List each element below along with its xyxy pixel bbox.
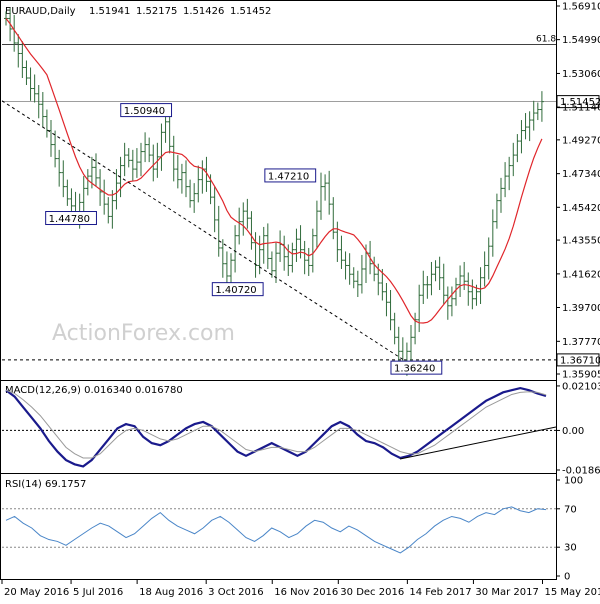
price-y-tick-label: 1.47340	[562, 169, 600, 180]
rsi-y-tick-label: 30	[564, 543, 577, 554]
price-y-tick-label: 1.45420	[562, 203, 600, 214]
price-label-box	[120, 103, 173, 118]
price-label: 1.44780	[49, 214, 90, 225]
price-y-tick-label: 1.56910	[562, 2, 600, 13]
x-axis: 20 May 2016 5 Jul 2016 18 Aug 2016 3 Oct 20…	[1, 579, 600, 598]
rsi-title: RSI(14) 69.1757	[5, 479, 86, 490]
rsi-y-tick-label: 70	[564, 504, 577, 515]
chart-header-symbol: EURAUD,Daily	[5, 6, 76, 17]
chart-header-low: 1.51426	[183, 6, 224, 17]
x-tick-label: 3 Oct 2016	[208, 587, 263, 598]
x-tick-label: 15 May 2017	[544, 587, 600, 598]
trendline	[1, 100, 417, 369]
price-y-tick-label: 1.49270	[562, 135, 600, 146]
rsi-panel-frame	[0, 473, 557, 580]
price-label: 1.50940	[124, 106, 165, 117]
rsi-y-tick-label: 0	[564, 572, 570, 583]
x-tick-label: 5 Jul 2016	[73, 587, 123, 598]
price-y-tick-label: 1.43550	[562, 236, 600, 247]
price-y-tick-label: 1.41620	[562, 269, 600, 280]
chart-header-close: 1.51452	[230, 6, 271, 17]
x-tick-label: 30 Dec 2016	[340, 587, 404, 598]
price-y-tick-label: 1.35905	[562, 370, 600, 381]
macd-title: MACD(12,26,9) 0.016340 0.016780	[5, 385, 183, 396]
watermark: ActionForex.com	[52, 321, 235, 346]
macd-y-tick-label: -0.018699	[562, 465, 600, 476]
macd-layer: 0.021032 0.00 -0.018699	[2, 381, 600, 476]
price-label-box	[390, 360, 443, 375]
moving-average	[5, 18, 543, 324]
price-y-tick-label: 1.53060	[562, 69, 600, 80]
x-tick-label: 16 Nov 2016	[274, 587, 338, 598]
price-label: 1.47210	[268, 171, 309, 182]
price-y-tick-label: 1.54990	[562, 35, 600, 46]
rsi-layer: 100 70 30 0	[2, 476, 583, 583]
level-label: 1.36710	[560, 355, 600, 366]
price-label: 1.36240	[394, 364, 435, 375]
price-y-tick-label: 1.39700	[562, 303, 600, 314]
chart-header-open: 1.51941	[89, 6, 130, 17]
support-trendline	[1, 100, 417, 369]
price-label-box	[45, 211, 97, 226]
macd-trendline	[399, 426, 557, 460]
x-tick-label: 18 Aug 2016	[139, 587, 203, 598]
price-y-tick-label: 1.37770	[562, 337, 600, 348]
rsi-line	[5, 506, 547, 554]
price-label: 1.40720	[215, 285, 256, 296]
price-label-box	[264, 168, 317, 183]
level-label-box	[556, 353, 600, 367]
signal-line	[5, 389, 547, 459]
x-tick-label: 20 May 2016	[4, 587, 69, 598]
last-price-label: 1.51452	[560, 97, 600, 108]
macd-y-tick-label: 0.00	[562, 426, 584, 437]
price-labels: 1.50940 1.44780 1.47210 1.40720 1.36240	[45, 103, 443, 375]
x-tick-label: 30 Mar 2017	[475, 587, 538, 598]
last-price-box	[556, 95, 600, 109]
fib-level-label: 61.8	[536, 34, 556, 44]
ma-line	[5, 18, 543, 324]
price-label-box	[211, 282, 264, 297]
macd-line	[5, 386, 547, 468]
x-tick-label: 14 Feb 2017	[409, 587, 471, 598]
price-levels: 61.8 1.36710 1.51452	[2, 34, 600, 367]
macd-y-tick-label: 0.021032	[562, 381, 600, 392]
price-y-axis: 1.56910 1.54990 1.53060 1.51140 1.49270 1.473…	[556, 2, 600, 381]
chart-header-high: 1.52175	[136, 6, 177, 17]
rsi-y-tick-label: 100	[564, 476, 583, 487]
price-y-tick-label: 1.51140	[562, 103, 600, 114]
